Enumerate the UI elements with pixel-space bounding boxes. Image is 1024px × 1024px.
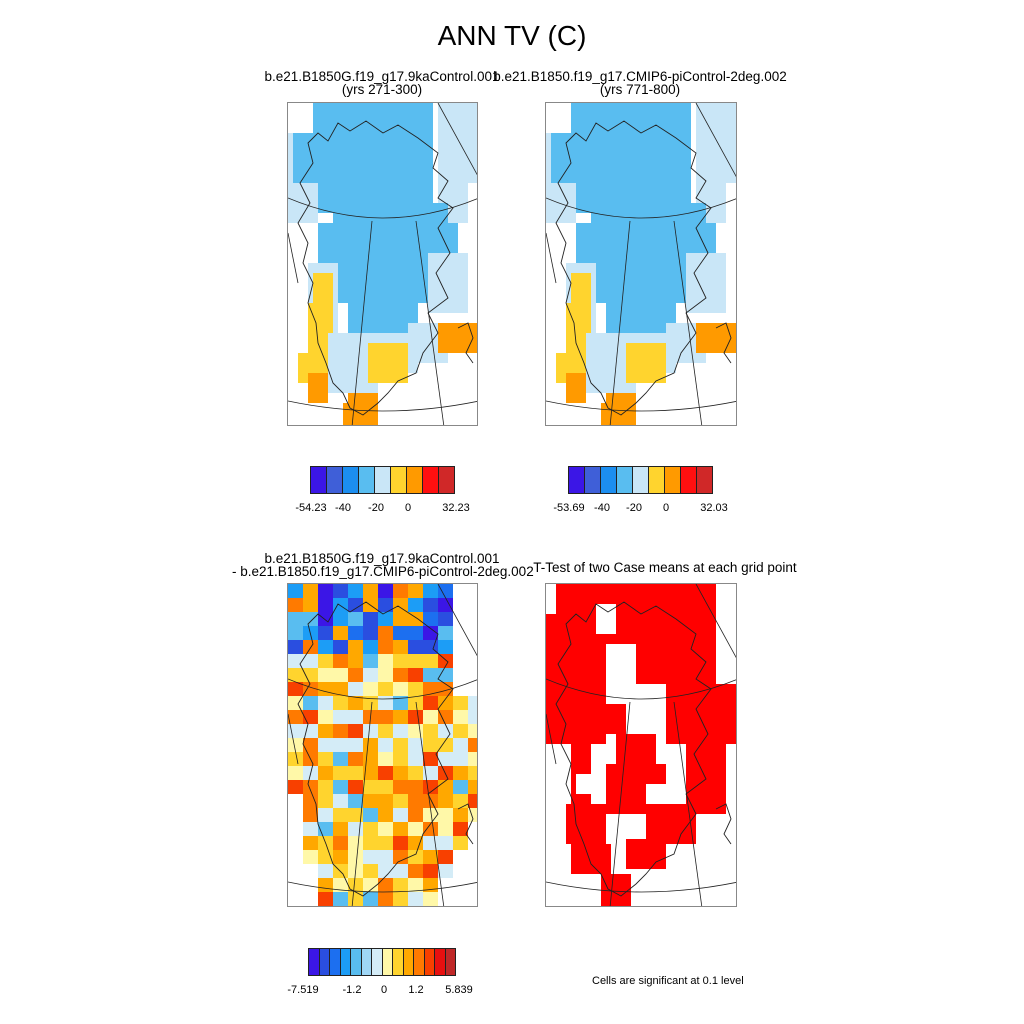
panel-title-bottom-left: b.e21.B1850G.f19_g17.9kaControl.001 - b.… bbox=[232, 551, 534, 579]
panel-title-top-left: b.e21.B1850G.f19_g17.9kaControl.001 (yrs… bbox=[232, 69, 532, 97]
colorbar-swatch bbox=[342, 466, 359, 494]
colorbar-tick-label: -53.69 bbox=[553, 502, 585, 514]
map-canvas bbox=[288, 584, 477, 906]
colorbar-tick-label: 5.839 bbox=[445, 984, 473, 996]
panel-title-line2: - b.e21.B1850.f19_g17.CMIP6-piControl-2d… bbox=[232, 564, 534, 579]
colorbar-swatch bbox=[310, 466, 327, 494]
panel-title-line1: b.e21.B1850G.f19_g17.9kaControl.001 bbox=[264, 551, 500, 566]
map-cells bbox=[546, 103, 736, 425]
colorbar-swatch bbox=[444, 948, 456, 976]
colorbar-swatch bbox=[600, 466, 617, 494]
colorbar-tick-label: 0 bbox=[404, 502, 412, 514]
panel-title-bottom-right: T-Test of two Case means at each grid po… bbox=[500, 560, 830, 575]
map-graticule bbox=[546, 584, 736, 906]
map-panel-bottom-left bbox=[287, 583, 478, 907]
colorbar-tick-label: -20 bbox=[368, 502, 384, 514]
greenland-coastline bbox=[555, 120, 732, 416]
map-panel-top-right bbox=[545, 102, 737, 426]
colorbar-swatch bbox=[680, 466, 697, 494]
greenland-coastline bbox=[555, 601, 732, 897]
panel-title-line1: b.e21.B1850.f19_g17.CMIP6-piControl-2deg… bbox=[493, 69, 787, 84]
colorbar-swatch bbox=[648, 466, 665, 494]
colorbar-tick-label: 0 bbox=[380, 984, 388, 996]
greenland-coastline bbox=[297, 601, 474, 897]
colorbar-swatch bbox=[438, 466, 455, 494]
panel-title-line1: b.e21.B1850G.f19_g17.9kaControl.001 bbox=[264, 69, 500, 84]
panel-title-line2: (yrs 271-300) bbox=[341, 82, 423, 97]
map-cells bbox=[546, 584, 736, 906]
map-panel-bottom-right bbox=[545, 583, 737, 907]
greenland-coastline bbox=[297, 120, 474, 416]
map-cells bbox=[288, 584, 477, 906]
colorbar-tick-label: -20 bbox=[626, 502, 642, 514]
colorbar-tick-label: 1.2 bbox=[408, 984, 424, 996]
colorbar-tick-label: 32.03 bbox=[700, 502, 728, 514]
colorbar-swatch bbox=[374, 466, 391, 494]
map-graticule bbox=[288, 584, 477, 906]
colorbar-swatch bbox=[358, 466, 375, 494]
colorbar-swatch bbox=[422, 466, 439, 494]
map-graticule bbox=[546, 103, 736, 425]
panel-title-top-right: b.e21.B1850.f19_g17.CMIP6-piControl-2deg… bbox=[490, 69, 790, 97]
colorbar-tick-label: -40 bbox=[335, 502, 351, 514]
colorbar-swatch bbox=[632, 466, 649, 494]
significance-note: Cells are significant at 0.1 level bbox=[592, 975, 744, 987]
panel-title-line1: T-Test of two Case means at each grid po… bbox=[533, 560, 797, 575]
map-cells bbox=[288, 103, 477, 425]
map-panel-top-left bbox=[287, 102, 478, 426]
colorbar-swatch bbox=[406, 466, 423, 494]
map-canvas bbox=[546, 584, 736, 906]
colorbar-swatch bbox=[326, 466, 343, 494]
colorbar-swatch bbox=[616, 466, 633, 494]
figure-title: ANN TV (C) bbox=[437, 20, 587, 51]
map-canvas bbox=[288, 103, 477, 425]
colorbar-swatch bbox=[664, 466, 681, 494]
map-canvas bbox=[546, 103, 736, 425]
colorbar-tick-label: 0 bbox=[662, 502, 670, 514]
colorbar-tick-label: -7.519 bbox=[287, 984, 319, 996]
colorbar-tick-label: -54.23 bbox=[295, 502, 327, 514]
colorbar-tick-label: -1.2 bbox=[342, 984, 362, 996]
panel-title-line2: (yrs 771-800) bbox=[599, 82, 681, 97]
colorbar-top-right bbox=[568, 466, 713, 494]
colorbar-top-left bbox=[310, 466, 455, 494]
colorbar-swatch bbox=[390, 466, 407, 494]
map-graticule bbox=[288, 103, 477, 425]
colorbar-bottom-left bbox=[308, 948, 456, 976]
colorbar-tick-label: 32.23 bbox=[442, 502, 470, 514]
colorbar-tick-label: -40 bbox=[594, 502, 610, 514]
colorbar-swatch bbox=[696, 466, 713, 494]
colorbar-swatch bbox=[584, 466, 601, 494]
colorbar-swatch bbox=[568, 466, 585, 494]
